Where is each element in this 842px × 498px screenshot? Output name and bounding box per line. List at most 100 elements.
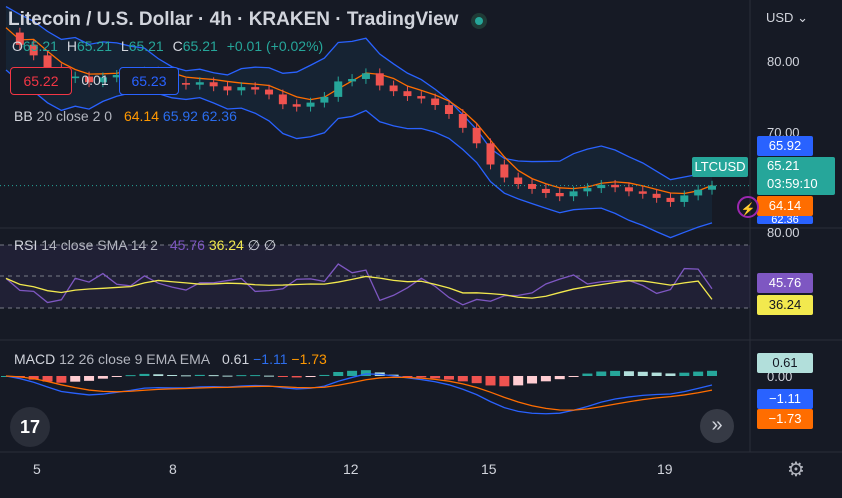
candle-body (500, 164, 509, 178)
candle-body (306, 102, 315, 107)
bb-basis-value: 64.14 (123, 108, 160, 124)
macd-hist-bar (222, 375, 233, 377)
change-value: +0.01 (+0.02%) (226, 38, 324, 54)
macd-hist-bar (139, 373, 150, 376)
candle-body (652, 193, 661, 198)
candle-body (694, 189, 703, 196)
rsi-sma-value: 36.24 (208, 237, 244, 253)
candle-body (528, 184, 537, 189)
bb-legend[interactable]: BB 20 close 2 0 64.14 65.92 62.36 (14, 108, 237, 124)
macd-hist-bar (111, 376, 122, 377)
macd-hist-bar (167, 374, 178, 376)
macd-hist-bar (513, 376, 524, 386)
macd-hist-bar (416, 376, 427, 378)
alert-icon[interactable]: ⚡ (737, 196, 759, 218)
candle-body (569, 191, 578, 197)
candle-body (237, 87, 246, 91)
rsi-tick-80: 80.00 (767, 225, 800, 240)
tradingview-logo-icon[interactable]: 17 (10, 407, 50, 447)
macd-hist-bar (56, 376, 67, 383)
macd-hist-bar (651, 372, 662, 376)
high-label: H (66, 38, 77, 54)
macd-hist-bar (250, 375, 261, 377)
macd-hist-bar (333, 371, 344, 376)
bar-countdown: 03:59:10 (767, 176, 818, 191)
macd-hist-bar (596, 371, 607, 376)
currency-selector[interactable]: USD ⌄ (766, 10, 808, 26)
candle-body (334, 81, 343, 97)
macd-signal-value: −1.73 (291, 351, 327, 367)
candle-body (611, 184, 620, 188)
bb-upper-tag: 65.92 (757, 136, 813, 156)
macd-hist-bar (305, 376, 316, 377)
macd-hist-bar (360, 370, 371, 376)
rsi-legend[interactable]: RSI 14 close SMA 14 2 45.76 36.24 ∅ ∅ (14, 237, 276, 254)
last-price: 65.21 (767, 158, 800, 173)
candle-body (458, 114, 467, 128)
macd-hist-bar (485, 376, 496, 386)
signal-tag: −1.73 (757, 409, 813, 429)
candle-body (444, 105, 453, 114)
rsi-empty-2: ∅ (263, 237, 277, 253)
macd-hist-bar (623, 371, 634, 376)
macd-hist-value: 0.61 (221, 351, 250, 367)
macd-hist-bar (665, 373, 676, 376)
rsi-params: 14 close SMA 14 2 (41, 237, 158, 253)
macd-hist-bar (236, 375, 247, 377)
candle-body (708, 185, 716, 190)
macd-hist-tag: 0.61 (757, 353, 813, 373)
bb-basis-tag: 64.14 (757, 196, 813, 216)
candle-body (541, 188, 550, 193)
macd-hist-bar (347, 370, 358, 376)
macd-hist-bar (430, 376, 441, 379)
market-status-icon (471, 13, 487, 29)
macd-hist-bar (637, 371, 648, 376)
candle-body (112, 74, 121, 78)
candle-body (680, 195, 689, 202)
open-value: 65.21 (22, 38, 58, 54)
macd-hist-bar (443, 376, 454, 380)
rsi-value: 45.76 (169, 237, 205, 253)
macd-hist-bar (582, 373, 593, 376)
macd-hist-bar (97, 376, 108, 379)
macd-legend[interactable]: MACD 12 26 close 9 EMA EMA 0.61 −1.11 −1… (14, 351, 327, 367)
bb-params: 20 close 2 0 (36, 108, 113, 124)
bb-upper-line (5, 5, 713, 181)
macd-hist-bar (42, 376, 53, 382)
candle-body (71, 76, 80, 79)
open-label: O (12, 38, 23, 54)
chevron-down-icon: ⌄ (797, 10, 808, 25)
gear-icon[interactable]: ⚙ (787, 459, 805, 481)
ohlc-legend: O65.21 H65.21 L65.21 C65.21 +0.01 (+0.02… (12, 38, 328, 54)
x-label-19: 19 (657, 461, 673, 477)
candle-body (417, 96, 426, 99)
candle-body (597, 184, 606, 189)
macd-hist-bar (153, 374, 164, 376)
macd-hist-bar (194, 374, 205, 376)
bb-name: BB (14, 108, 33, 124)
scroll-to-realtime-icon[interactable]: » (700, 409, 734, 443)
candle-body (43, 55, 52, 69)
candle-body (375, 73, 384, 86)
candle-body (98, 77, 107, 83)
candle-body (85, 76, 94, 83)
rsi-empty-1: ∅ (247, 237, 260, 253)
macd-hist-bar (693, 371, 704, 376)
macd-line (5, 373, 713, 415)
spread-value: 0.01 (81, 72, 109, 88)
buy-button[interactable]: 65.23 (119, 67, 179, 95)
symbol-tag: LTCUSD (692, 157, 748, 177)
candle-body (181, 83, 190, 85)
macd-signal-line (5, 375, 713, 411)
x-label-8: 8 (169, 461, 177, 477)
candle-body (209, 82, 218, 87)
macd-hist-bar (610, 370, 621, 376)
low-value: 65.21 (128, 38, 164, 54)
last-price-tag: 65.21 03:59:10 (757, 157, 835, 195)
candle-body (278, 94, 287, 105)
rsi-sma-tag: 36.24 (757, 295, 813, 315)
rsi-line (5, 263, 713, 306)
close-label: C (172, 38, 183, 54)
sell-button[interactable]: 65.22 (10, 67, 72, 95)
macd-hist-bar (457, 376, 468, 382)
